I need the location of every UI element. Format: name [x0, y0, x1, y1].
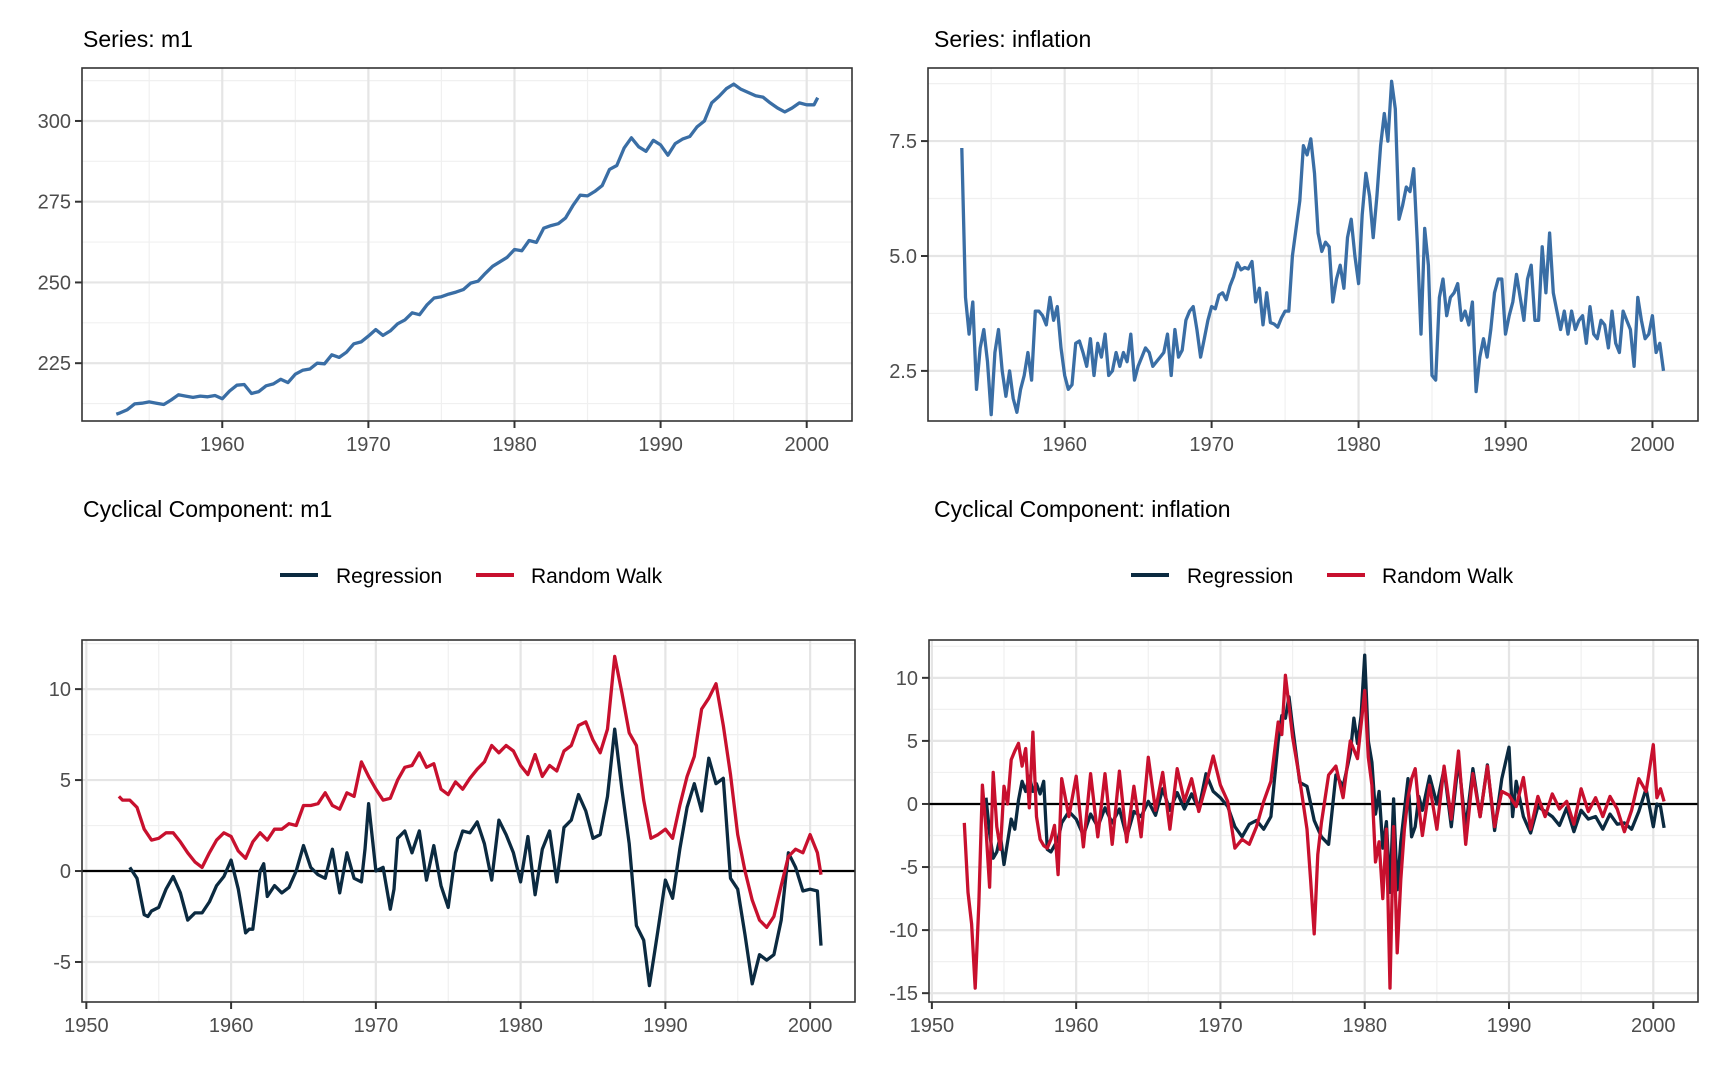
x-tick-label: 1990: [638, 434, 683, 456]
x-tick-label: 1950: [64, 1015, 109, 1037]
plot-background: [928, 68, 1698, 421]
y-tick-label: 250: [38, 272, 71, 294]
y-axis: -5 0 5 10: [49, 679, 82, 974]
legend-label-random-walk: Random Walk: [531, 565, 663, 588]
y-tick-label: 5: [60, 770, 71, 792]
y-tick-label: 225: [38, 353, 71, 375]
plot-background: [82, 640, 855, 1002]
series-line-inflation: [960, 79, 1666, 417]
y-tick-label: -10: [889, 920, 918, 942]
y-tick-label: 275: [38, 192, 71, 214]
x-tick-label: 1960: [200, 434, 245, 456]
x-axis: 1950 1960 1970 1980 1990 2000: [910, 1002, 1676, 1037]
y-tick-label: 5: [907, 731, 918, 753]
legend: Regression Random Walk: [1131, 565, 1514, 588]
y-tick-label: 10: [896, 668, 918, 690]
plot-area: [927, 67, 1699, 422]
y-tick-label: 2.5: [889, 361, 917, 383]
y-axis: -15 -10 -5 0 5 10: [889, 668, 929, 1005]
x-tick-label: 1990: [1487, 1015, 1532, 1037]
y-tick-label: -5: [900, 857, 918, 879]
plot-area: [81, 67, 853, 422]
legend: Regression Random Walk: [280, 565, 663, 588]
x-axis: 1960 1970 1980 1990 2000: [1042, 421, 1675, 456]
x-tick-label: 1970: [1198, 1015, 1243, 1037]
x-tick-label: 1960: [1054, 1015, 1099, 1037]
x-tick-label: 2000: [1630, 434, 1675, 456]
legend-label-regression: Regression: [336, 565, 442, 588]
x-tick-label: 1980: [1342, 1015, 1387, 1037]
panel-border: [81, 639, 856, 1003]
x-tick-label: 1960: [1042, 434, 1087, 456]
y-axis: 225 250 275 300: [38, 111, 82, 375]
y-tick-label: 10: [49, 679, 71, 701]
legend-label-regression: Regression: [1187, 565, 1293, 588]
panel-title: Cyclical Component: inflation: [934, 496, 1231, 522]
panel-cycle-m1: Cyclical Component: m1 Regression Random…: [49, 496, 856, 1037]
x-tick-label: 2000: [1631, 1015, 1676, 1037]
panel-border: [81, 67, 853, 422]
x-axis: 1950 1960 1970 1980 1990 2000: [64, 1002, 832, 1037]
x-tick-label: 1990: [1483, 434, 1528, 456]
series-line-random-walk: [117, 654, 823, 930]
x-tick-label: 1960: [209, 1015, 254, 1037]
x-tick-label: 1950: [910, 1015, 955, 1037]
y-tick-label: -15: [889, 983, 918, 1005]
x-tick-label: 1980: [498, 1015, 543, 1037]
x-tick-label: 1970: [1189, 434, 1234, 456]
panel-title: Series: m1: [83, 26, 193, 52]
x-tick-label: 1990: [643, 1015, 688, 1037]
series-line-regression: [128, 727, 823, 988]
x-tick-label: 2000: [788, 1015, 833, 1037]
x-axis: 1960 1970 1980 1990 2000: [200, 421, 829, 456]
plot-area: [81, 639, 856, 1003]
y-tick-label: 7.5: [889, 131, 917, 153]
series-line-m1: [115, 82, 820, 416]
y-tick-label: 0: [907, 794, 918, 816]
panel-series-m1: Series: m1 1960 1970 1980 1990 2000 225 250 275…: [38, 26, 853, 456]
y-axis: 2.5 5.0 7.5: [889, 131, 928, 383]
x-tick-label: 1970: [346, 434, 391, 456]
y-tick-label: -5: [53, 952, 71, 974]
plot-area: [928, 639, 1699, 1003]
x-tick-label: 1980: [1336, 434, 1381, 456]
x-tick-label: 2000: [784, 434, 829, 456]
x-tick-label: 1980: [492, 434, 537, 456]
legend-label-random-walk: Random Walk: [1382, 565, 1514, 588]
y-tick-label: 5.0: [889, 246, 917, 268]
y-tick-label: 0: [60, 861, 71, 883]
panel-title: Series: inflation: [934, 26, 1091, 52]
panel-border: [927, 67, 1699, 422]
panel-cycle-inflation: Cyclical Component: inflation Regression…: [889, 496, 1699, 1037]
series-line-random-walk: [962, 673, 1666, 990]
panel-series-inflation: Series: inflation 1960 1970 1980 1990 2000 2.…: [889, 26, 1699, 456]
panel-border: [928, 639, 1699, 1003]
x-tick-label: 1970: [354, 1015, 399, 1037]
y-tick-label: 300: [38, 111, 71, 133]
panel-title: Cyclical Component: m1: [83, 496, 332, 522]
